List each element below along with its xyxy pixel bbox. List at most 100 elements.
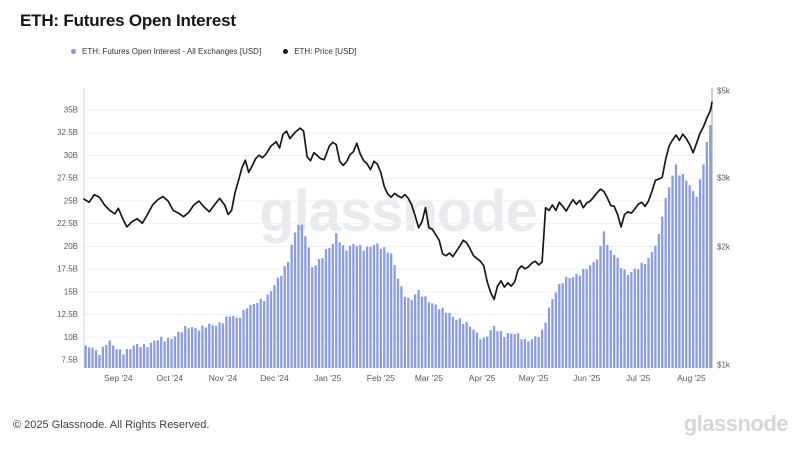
y-axis-label-left: 25B [64, 196, 78, 205]
legend-item-open-interest[interactable]: ETH: Futures Open Interest - All Exchang… [71, 47, 261, 56]
oi-bar [177, 331, 180, 368]
oi-bar [84, 345, 87, 368]
oi-bar [287, 261, 290, 368]
legend-dot-open-interest-icon [71, 49, 76, 54]
oi-bar [355, 245, 358, 368]
oi-bar [637, 269, 640, 368]
oi-bar [129, 349, 132, 368]
oi-bar [465, 322, 468, 368]
oi-bar [146, 347, 149, 368]
oi-bar [468, 326, 472, 368]
oi-bar [606, 245, 609, 368]
oi-bar [568, 278, 571, 368]
oi-bar [170, 338, 173, 368]
oi-bar [678, 175, 681, 368]
oi-bar [173, 336, 177, 368]
legend-item-price[interactable]: ETH: Price [USD] [283, 47, 356, 56]
oi-bar [424, 296, 427, 368]
oi-bar [595, 259, 599, 368]
oi-bar [221, 323, 225, 368]
glassnode-watermark: glassnode [259, 179, 538, 244]
oi-bar [671, 175, 674, 368]
oi-bar [348, 245, 352, 368]
y-axis-label-left: 7.5B [62, 356, 78, 365]
oi-bar [400, 286, 403, 368]
oi-bar [345, 250, 348, 368]
oi-bar [475, 332, 479, 368]
x-axis-label: Mar '25 [415, 373, 443, 383]
y-axis-label-left: 20B [64, 242, 78, 251]
oi-bar [674, 164, 678, 368]
oi-bar [290, 244, 293, 368]
oi-bar [122, 354, 125, 368]
oi-bar [585, 269, 588, 368]
oi-bar [589, 265, 592, 368]
y-axis-label-left: 27.5B [57, 174, 78, 183]
oi-bar [321, 258, 324, 368]
oi-bar [534, 336, 537, 368]
chart-title: ETH: Futures Open Interest [20, 11, 236, 30]
oi-bar [513, 334, 516, 368]
oi-bar [441, 307, 444, 368]
y-axis-label-left: 15B [64, 287, 78, 296]
y-axis-label-left: 17.5B [57, 265, 78, 274]
oi-bar [664, 197, 667, 368]
oi-bar [197, 330, 201, 368]
oi-bar [444, 312, 448, 368]
oi-bar [523, 338, 527, 368]
oi-bar [328, 247, 331, 368]
oi-bar [616, 257, 619, 368]
x-axis-label: Apr '25 [469, 373, 496, 383]
oi-bar [599, 245, 602, 368]
oi-bar [619, 268, 623, 368]
x-axis-label: Aug '25 [677, 373, 706, 383]
oi-bar [702, 164, 705, 368]
oi-bar [252, 303, 256, 368]
oi-bar [383, 247, 386, 368]
y-axis-label-right: $5k [717, 87, 731, 96]
y-axis-label-left: 10B [64, 333, 78, 342]
oi-bar [208, 323, 211, 368]
y-axis-label-left: 30B [64, 151, 78, 160]
oi-bar [369, 246, 372, 368]
x-axis-label: Sep '24 [104, 373, 133, 383]
oi-bar [482, 337, 485, 368]
y-axis-label-left: 12.5B [57, 310, 78, 319]
oi-bar [530, 339, 533, 368]
oi-bar [565, 276, 568, 368]
oi-bar [297, 225, 300, 368]
oi-bar [451, 316, 455, 368]
oi-bar [602, 231, 606, 368]
oi-bar [499, 331, 503, 368]
oi-bar [101, 346, 105, 368]
oi-bar [709, 125, 712, 368]
oi-bar [427, 302, 431, 368]
oi-bar [335, 233, 338, 368]
oi-bar [695, 196, 698, 368]
oi-bar [688, 185, 691, 368]
oi-bar [293, 232, 297, 368]
legend-label-price: ETH: Price [USD] [294, 47, 357, 56]
oi-bar [544, 322, 547, 368]
oi-bar [88, 347, 91, 368]
oi-bar [403, 296, 407, 368]
oi-bar [201, 325, 204, 368]
oi-bar [118, 349, 122, 368]
x-axis-label: Jun '25 [573, 373, 600, 383]
oi-bar [311, 267, 314, 368]
oi-bar [190, 327, 194, 368]
oi-bar [520, 339, 523, 368]
x-axis-label: Nov '24 [209, 373, 238, 383]
oi-bar [657, 234, 660, 368]
oi-bar [184, 326, 187, 368]
oi-bar [187, 328, 190, 368]
oi-bar [496, 331, 499, 368]
oi-bar [245, 308, 249, 368]
oi-bar [98, 354, 101, 368]
oi-bar [304, 236, 307, 368]
y-axis-label-left: 35B [64, 106, 78, 115]
oi-bar [540, 329, 544, 368]
oi-bar [280, 275, 283, 368]
oi-bar [547, 307, 551, 368]
